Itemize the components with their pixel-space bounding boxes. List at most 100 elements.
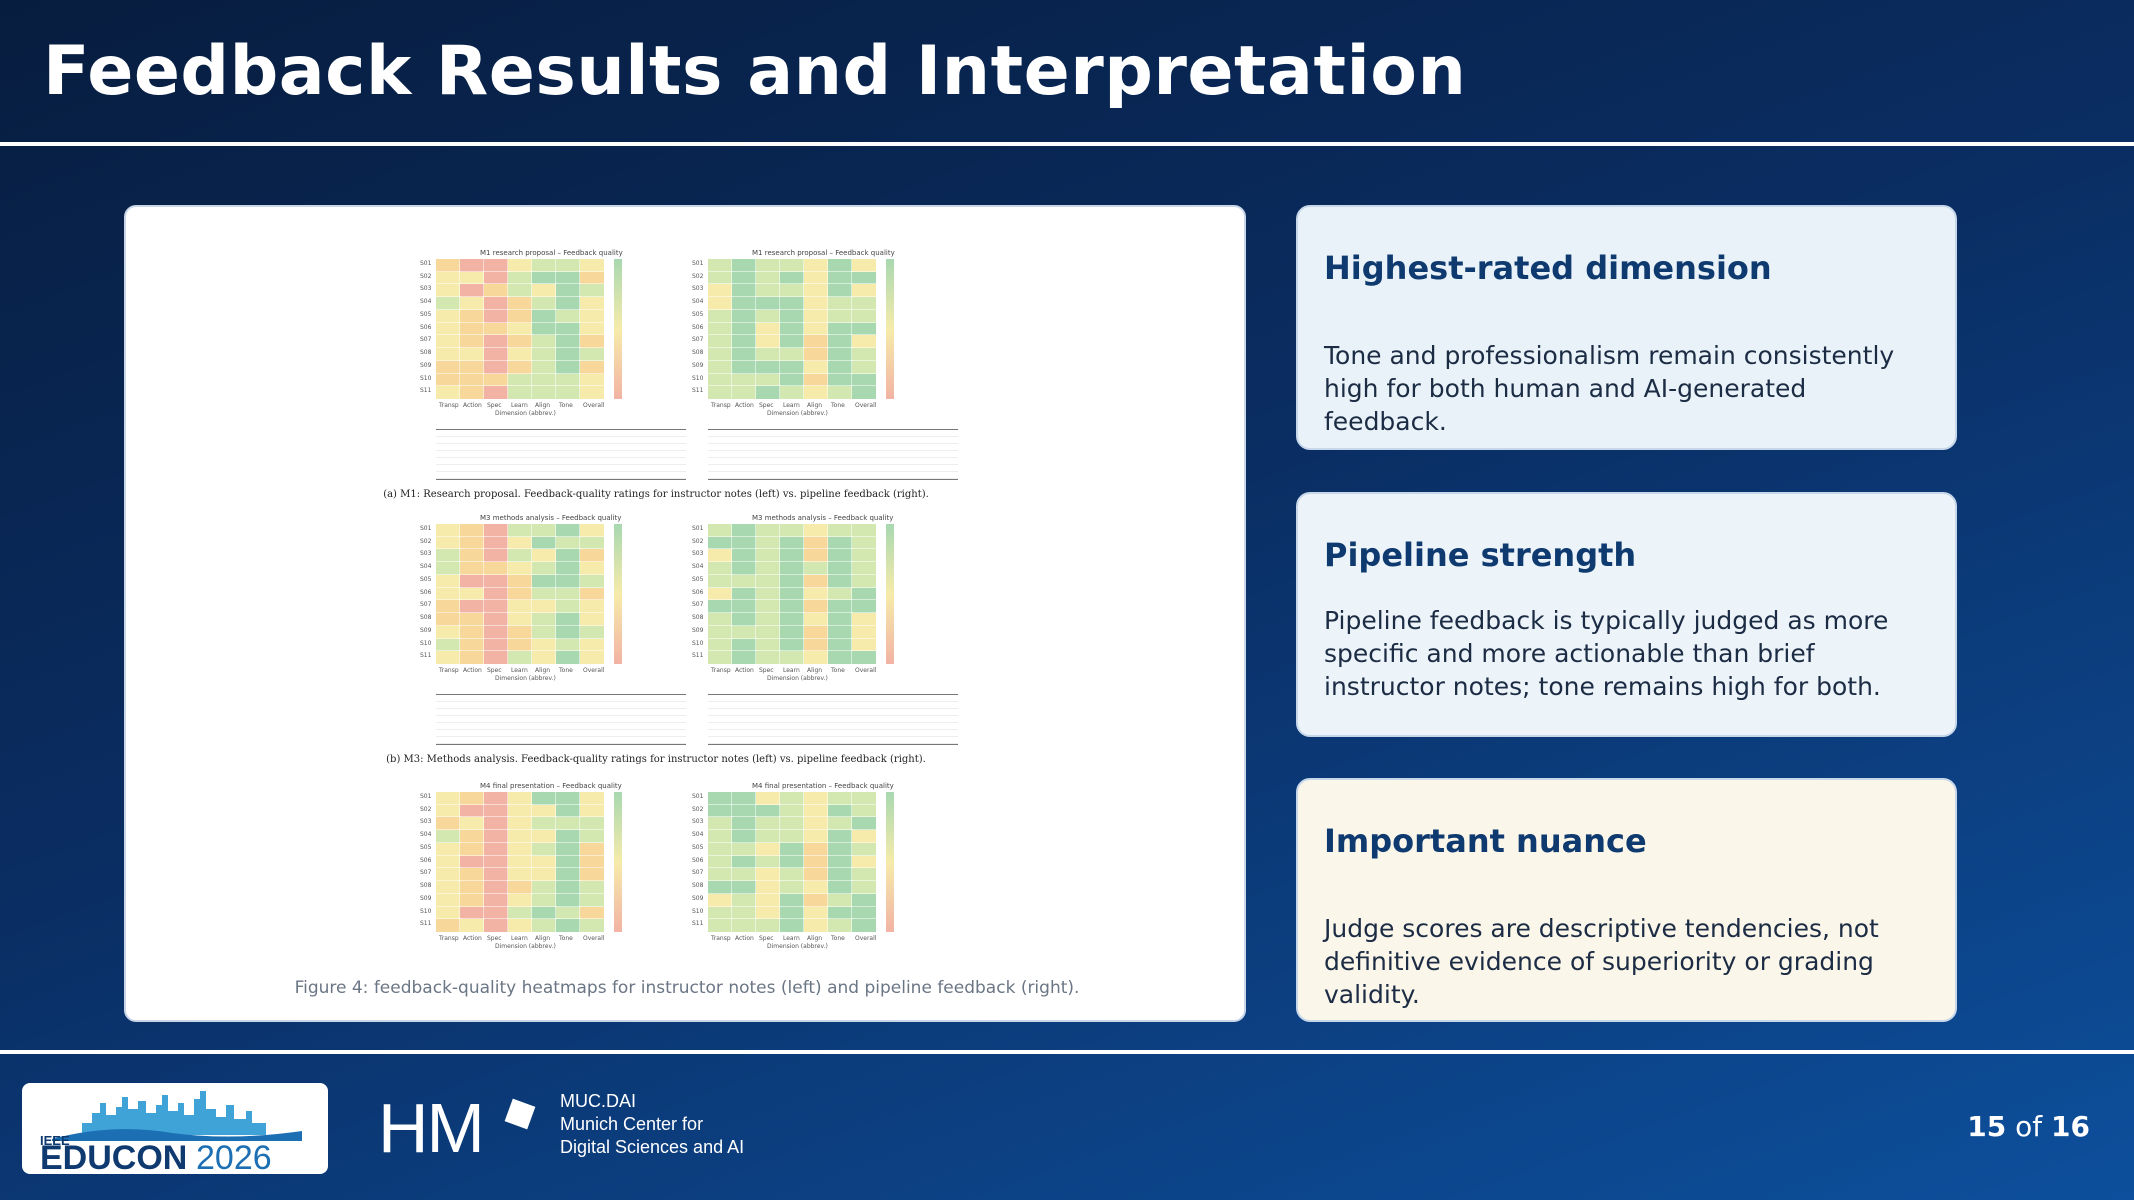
heatmap-cell <box>435 573 461 589</box>
heatmap-col-label: Learn <box>783 935 800 942</box>
heatmap-cell <box>435 359 461 375</box>
heatmap-col-label: Action <box>735 667 754 674</box>
heatmap-colorbar <box>614 524 622 664</box>
heatmap-cell <box>555 372 581 388</box>
heatmap-row-label: S07 <box>692 869 704 877</box>
heatmap-cell <box>531 561 557 576</box>
heatmap-cell <box>459 573 485 589</box>
heatmap-cell <box>803 650 829 665</box>
heatmap-row-label: S10 <box>692 374 704 382</box>
heatmap-cell <box>483 892 509 908</box>
heatmap-cell <box>483 308 509 324</box>
heatmap-cell <box>755 535 781 551</box>
heatmap-cell <box>851 359 877 375</box>
heatmap-cell <box>803 535 829 551</box>
heatmap-cell <box>555 258 581 273</box>
heatmap-cell <box>555 918 581 933</box>
heatmap-row-label: S06 <box>692 588 704 596</box>
heatmap-cell <box>459 308 485 324</box>
heatmap-row-label: S06 <box>692 323 704 331</box>
heatmap-cell <box>555 905 581 921</box>
heatmap-cell <box>755 854 781 870</box>
heatmap-cell <box>531 791 557 806</box>
heatmap-title: M1 research proposal – Feedback quality <box>480 249 623 257</box>
heatmap-cell <box>803 637 829 653</box>
heatmap-col-label: Transp <box>439 402 459 409</box>
heatmap-cell <box>459 586 485 602</box>
heatmap-cell <box>483 612 509 627</box>
heatmap-cell <box>851 258 877 273</box>
heatmap-cell <box>731 586 757 602</box>
heatmap-row-label: S08 <box>420 349 432 357</box>
heatmap-cell <box>707 624 733 640</box>
heatmap-cell <box>435 321 461 337</box>
heatmap-cell <box>827 347 853 362</box>
heatmap-col-label: Overall <box>583 935 605 942</box>
heatmap-cell <box>755 283 781 299</box>
heatmap-cell <box>707 283 733 299</box>
heatmap-cell <box>731 548 757 564</box>
heatmap-cell <box>707 270 733 286</box>
heatmap-cell <box>851 841 877 857</box>
heatmap-cell <box>707 561 733 576</box>
heatmap-cell <box>827 854 853 870</box>
footer-divider <box>0 1050 2134 1054</box>
heatmap-cell <box>851 334 877 350</box>
heatmap-cell <box>707 535 733 551</box>
legend-row <box>708 737 958 744</box>
heatmap-cell <box>483 624 509 640</box>
heatmap-row-label: S03 <box>420 550 432 558</box>
heatmap-col-label: Tone <box>831 935 845 942</box>
heatmap-cell <box>459 372 485 388</box>
heatmap-cell <box>755 561 781 576</box>
legend-row <box>708 465 958 472</box>
heatmap-cell <box>555 359 581 375</box>
heatmap-cell <box>531 586 557 602</box>
heatmap-cell <box>803 867 829 883</box>
heatmap-col-label: Align <box>807 935 823 942</box>
heatmap-cell <box>851 308 877 324</box>
heatmap-cell <box>531 841 557 857</box>
heatmap-cell <box>803 523 829 538</box>
heatmap-cell <box>803 561 829 576</box>
heatmap-cell <box>483 523 509 538</box>
heatmap-cell <box>707 334 733 350</box>
heatmap-cell <box>803 918 829 933</box>
heatmap-cell <box>851 283 877 299</box>
heatmap-cell <box>827 624 853 640</box>
heatmap-cell <box>803 385 829 400</box>
heatmap-cell <box>555 535 581 551</box>
heatmap-cell <box>779 892 805 908</box>
legend-row <box>436 709 686 716</box>
heatmap-title: M1 research proposal – Feedback quality <box>752 249 895 257</box>
heatmap-cell <box>459 523 485 538</box>
heatmap-cell <box>483 803 509 819</box>
heatmap-cell <box>579 385 605 400</box>
heatmap-cell <box>459 359 485 375</box>
heatmap-cell <box>803 829 829 844</box>
dimension-legend-table <box>708 429 958 480</box>
heatmap-cell <box>579 548 605 564</box>
heatmap-cell <box>483 561 509 576</box>
heatmap-col-label: Spec <box>759 402 774 409</box>
heatmap-cell <box>555 829 581 844</box>
heatmap-cell <box>731 637 757 653</box>
heatmap-cell <box>755 599 781 615</box>
heatmap-row-label: S08 <box>692 614 704 622</box>
heatmap-cell <box>579 296 605 311</box>
heatmap-cell <box>779 308 805 324</box>
heatmap-cell <box>459 296 485 311</box>
heatmap-cell <box>483 854 509 870</box>
heatmap-row-label: S11 <box>692 652 704 660</box>
heatmap-cell <box>803 586 829 602</box>
legend-row <box>436 451 686 458</box>
heatmap-row-label: S04 <box>692 563 704 571</box>
header-divider <box>0 142 2134 146</box>
heatmap-cell <box>827 867 853 883</box>
heatmap-cell <box>507 905 533 921</box>
heatmap-cell <box>851 586 877 602</box>
heatmap-cell <box>827 586 853 602</box>
heatmap-col-label: Action <box>735 402 754 409</box>
heatmap-cell <box>779 867 805 883</box>
legend-row <box>708 723 958 730</box>
